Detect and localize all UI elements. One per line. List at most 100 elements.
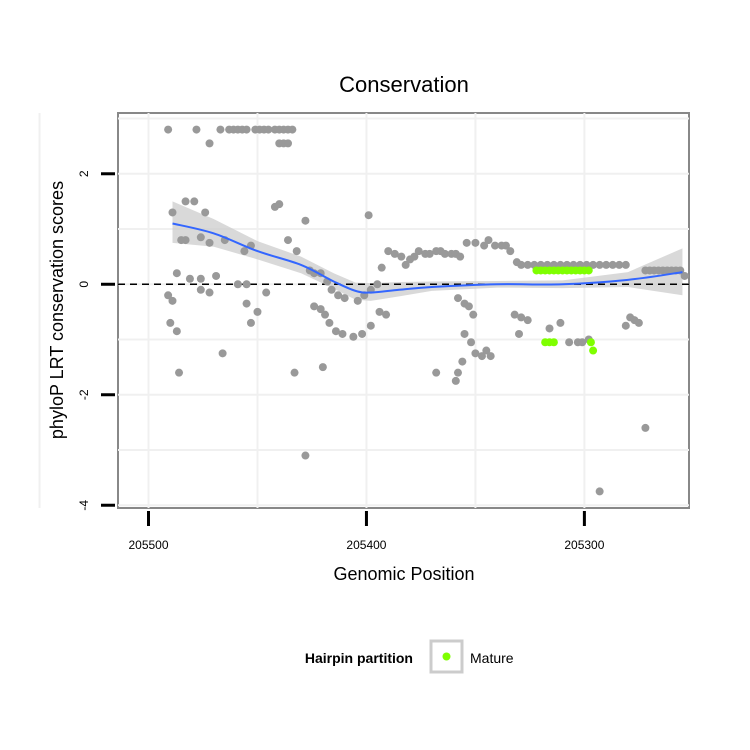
data-point: [595, 487, 604, 496]
data-point: [301, 216, 310, 225]
data-point: [506, 247, 515, 256]
data-point: [578, 338, 587, 347]
data-point: [615, 260, 624, 269]
data-point: [270, 202, 279, 211]
data-point: [595, 260, 604, 269]
data-point: [477, 352, 486, 361]
data-point: [484, 236, 493, 245]
smooth-confidence-ribbon: [172, 201, 683, 301]
data-point: [373, 280, 382, 289]
data-point: [471, 238, 480, 247]
data-point: [565, 338, 574, 347]
data-point: [602, 260, 611, 269]
data-point: [432, 368, 441, 377]
y-tick-label: -2: [77, 389, 91, 400]
legend-label-mature: Mature: [470, 650, 514, 666]
data-point: [440, 249, 449, 258]
data-point: [464, 302, 473, 311]
data-point: [205, 288, 214, 297]
data-point: [680, 271, 689, 280]
data-point: [283, 236, 292, 245]
data-point: [397, 252, 406, 261]
data-point: [242, 299, 251, 308]
data-point: [469, 310, 478, 319]
data-point: [175, 368, 184, 377]
data-point: [486, 352, 495, 361]
data-point: [482, 346, 491, 355]
data-point: [181, 236, 190, 245]
data-point: [334, 291, 343, 300]
data-point: [456, 252, 465, 261]
data-point: [453, 368, 462, 377]
data-point: [621, 260, 630, 269]
data-point: [458, 357, 467, 366]
data-point: [264, 125, 273, 134]
data-point-mature: [586, 338, 595, 347]
data-point-mature: [584, 266, 593, 275]
data-point: [181, 197, 190, 206]
data-point-mature: [589, 346, 598, 355]
y-tick-label: -4: [77, 500, 91, 511]
data-point: [172, 327, 181, 336]
data-point: [212, 271, 221, 280]
data-point: [353, 296, 362, 305]
data-point: [321, 310, 330, 319]
data-point: [190, 197, 199, 206]
data-point: [331, 327, 340, 336]
data-point: [501, 241, 510, 250]
data-point-mature: [549, 338, 558, 347]
x-axis: 205500 205400 205300: [128, 511, 605, 552]
data-point: [253, 307, 262, 316]
data-point: [491, 241, 500, 250]
data-point: [562, 260, 571, 269]
data-point: [164, 291, 173, 300]
data-point: [218, 349, 227, 358]
data-point: [358, 329, 367, 338]
data-point: [242, 125, 251, 134]
legend: Hairpin partition Mature: [305, 639, 514, 674]
data-point: [410, 252, 419, 261]
data-point: [608, 260, 617, 269]
data-point: [467, 338, 476, 347]
data-point: [453, 294, 462, 303]
data-point: [196, 274, 205, 283]
chart-title: Conservation: [339, 72, 469, 97]
y-tick-label: 2: [77, 170, 91, 177]
data-point: [196, 285, 205, 294]
data-point: [549, 260, 558, 269]
data-point: [262, 288, 271, 297]
data-point: [545, 324, 554, 333]
data-point: [233, 280, 242, 289]
data-point: [471, 349, 480, 358]
smooth-trend-line: [172, 222, 683, 294]
data-point: [338, 329, 347, 338]
data-point: [480, 241, 489, 250]
legend-key-mature: [442, 652, 451, 661]
data-point: [451, 376, 460, 385]
y-tick-label: 0: [77, 281, 91, 288]
y-axis: 2 0 -2 -4: [77, 170, 115, 511]
data-point: [288, 125, 297, 134]
data-point: [166, 318, 175, 327]
data-point: [216, 125, 225, 134]
data-point: [510, 310, 519, 319]
data-point: [301, 451, 310, 460]
data-point: [349, 332, 358, 341]
data-point: [290, 368, 299, 377]
legend-title: Hairpin partition: [305, 650, 413, 666]
data-point: [401, 260, 410, 269]
data-point: [205, 238, 214, 247]
data-point: [536, 260, 545, 269]
data-point: [517, 313, 526, 322]
data-point: [589, 260, 598, 269]
data-point: [246, 318, 255, 327]
data-point: [318, 363, 327, 372]
data-point: [316, 305, 325, 314]
x-tick-label: 205500: [128, 538, 168, 552]
data-point: [164, 125, 173, 134]
data-point: [523, 316, 532, 325]
data-point: [168, 208, 177, 217]
data-point: [196, 233, 205, 242]
data-point: [517, 260, 526, 269]
